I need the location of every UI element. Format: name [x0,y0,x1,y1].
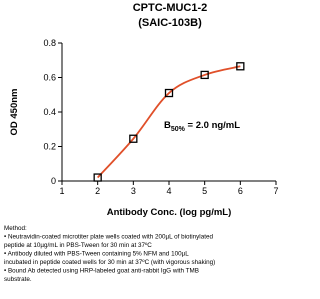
y-axis-label: OD 450nm [9,89,20,136]
data-point [200,70,209,80]
annotation-suffix: = 2.0 ng/mL [185,120,240,131]
y-tick-label: 0.8 [43,38,56,48]
x-tick-label: 3 [131,186,136,196]
annotation: B50% = 2.0 ng/mL [164,120,240,133]
x-tick-label: 2 [95,186,100,196]
x-tick-label: 7 [273,186,278,196]
x-tick-label: 1 [59,186,64,196]
x-tick-label: 5 [202,186,207,196]
page: {"chart_data": {"type": "line", "title":… [4,2,279,283]
x-tick-label: 4 [166,186,171,196]
data-point [236,62,245,71]
method-line: • Neutravidin-coated microtiter plate we… [4,234,213,241]
method-line: • Antibody diluted with PBS-Tween contai… [4,251,189,258]
x-tick-label: 6 [238,186,243,196]
chart-subtitle: (SAIC-103B) [138,17,202,29]
y-tick-label: 0.4 [43,107,56,117]
data-point [129,134,138,143]
method-line: peptide at 10µg/mL in PBS-Tween for 30 m… [4,242,152,249]
y-tick-label: 0.2 [43,142,56,152]
y-tick-label: 0.6 [43,73,56,83]
data-point [93,173,102,182]
annotation-main: B [164,120,171,131]
x-axis-label: Antibody Conc. (log pg/mL) [107,207,232,218]
method-line: incubated in peptide coated wells for 30… [4,259,215,266]
method-line: • Bound Ab detected using HRP-labeled go… [4,268,199,275]
chart-title: CPTC-MUC1-2 [133,2,208,14]
annotation-subscript: 50% [171,126,186,133]
chart: CPTC-MUC1-2 (SAIC-103B) OD 450nm Antibod… [4,2,279,283]
method-heading: Method: [4,225,27,232]
data-point [164,88,174,98]
fit-curve [97,65,241,179]
method-line: substrate. [4,276,32,283]
y-tick-label: 0 [51,176,56,186]
